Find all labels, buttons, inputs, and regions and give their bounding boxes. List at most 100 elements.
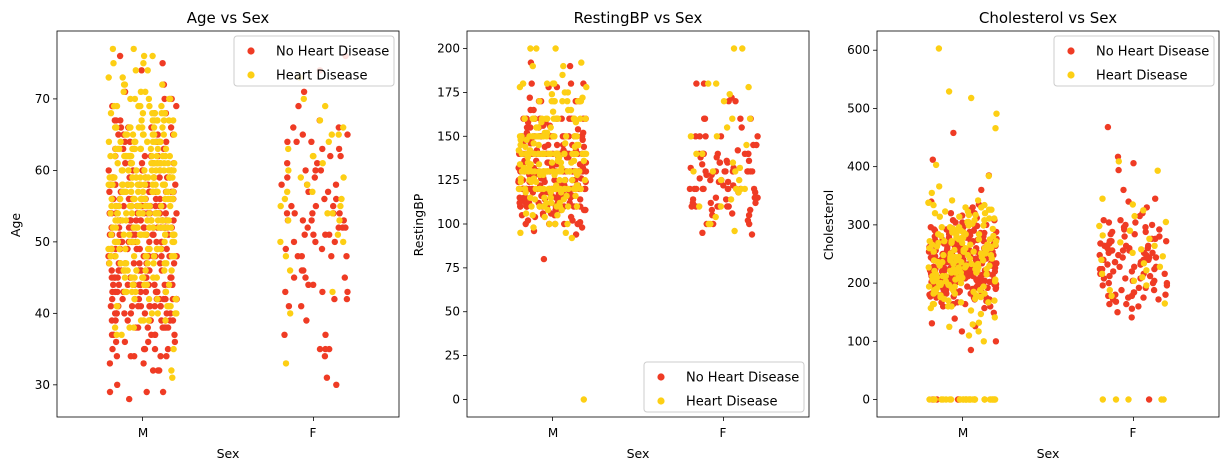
data-point bbox=[1159, 253, 1167, 260]
data-point bbox=[1138, 246, 1145, 253]
data-point bbox=[157, 303, 164, 310]
data-point bbox=[117, 138, 124, 145]
data-point bbox=[1143, 282, 1150, 289]
data-point bbox=[108, 267, 115, 274]
data-point bbox=[736, 164, 744, 172]
data-point bbox=[925, 283, 933, 290]
data-point bbox=[541, 194, 548, 201]
y-tick-label: 0 bbox=[862, 393, 870, 407]
data-point bbox=[967, 307, 975, 314]
data-point bbox=[311, 174, 318, 181]
data-point bbox=[111, 174, 118, 181]
data-point bbox=[955, 264, 962, 271]
data-point bbox=[977, 250, 985, 257]
data-point bbox=[328, 131, 335, 138]
data-point bbox=[162, 288, 170, 296]
data-point bbox=[310, 231, 317, 238]
data-point bbox=[549, 108, 557, 115]
data-point bbox=[942, 272, 949, 280]
data-point bbox=[929, 300, 937, 308]
y-tick-label: 0 bbox=[452, 392, 460, 406]
data-point bbox=[144, 324, 151, 331]
data-point bbox=[166, 152, 173, 160]
data-point bbox=[156, 260, 164, 267]
data-point bbox=[956, 396, 964, 403]
data-point bbox=[302, 167, 309, 174]
data-point bbox=[723, 157, 730, 164]
data-point bbox=[1142, 224, 1149, 231]
data-point bbox=[122, 131, 129, 138]
data-point bbox=[554, 115, 562, 122]
data-point bbox=[327, 152, 334, 160]
data-point bbox=[139, 110, 147, 117]
data-point bbox=[284, 174, 291, 181]
chart-title: Cholesterol vs Sex bbox=[979, 9, 1117, 27]
data-point bbox=[140, 224, 147, 231]
data-point bbox=[1104, 123, 1112, 131]
data-point bbox=[520, 194, 528, 201]
data-point bbox=[172, 181, 179, 188]
data-point bbox=[139, 124, 146, 131]
data-point bbox=[111, 274, 118, 281]
data-point bbox=[553, 182, 560, 189]
data-point bbox=[931, 396, 938, 403]
data-point bbox=[984, 241, 991, 248]
data-point bbox=[118, 331, 125, 338]
data-point bbox=[301, 231, 308, 238]
data-point bbox=[577, 196, 584, 203]
data-point bbox=[738, 185, 745, 193]
data-point bbox=[686, 185, 694, 193]
data-point bbox=[114, 160, 121, 167]
data-point bbox=[741, 150, 749, 157]
data-point bbox=[112, 288, 119, 296]
data-point bbox=[1099, 232, 1106, 239]
data-point bbox=[154, 188, 161, 195]
data-point bbox=[109, 45, 117, 53]
data-point bbox=[700, 185, 707, 193]
data-point bbox=[343, 295, 351, 303]
data-point bbox=[974, 197, 982, 204]
data-point bbox=[130, 324, 137, 331]
data-point bbox=[1114, 309, 1121, 316]
y-axis-label: Cholesterol bbox=[821, 190, 836, 261]
data-point bbox=[165, 281, 173, 288]
data-point bbox=[124, 317, 131, 324]
data-point bbox=[581, 150, 589, 157]
data-point bbox=[121, 188, 128, 195]
data-point bbox=[564, 203, 572, 210]
data-point bbox=[551, 176, 558, 184]
data-point bbox=[951, 246, 958, 254]
data-point bbox=[731, 227, 738, 235]
data-point bbox=[154, 145, 162, 153]
data-point bbox=[580, 129, 587, 136]
data-point bbox=[724, 185, 731, 193]
data-point bbox=[158, 253, 165, 260]
data-point bbox=[298, 303, 305, 310]
data-point bbox=[745, 157, 753, 164]
data-point bbox=[1098, 270, 1106, 277]
data-point bbox=[132, 288, 139, 296]
data-point bbox=[747, 206, 754, 214]
data-point bbox=[930, 201, 937, 209]
data-point bbox=[928, 320, 936, 327]
data-point bbox=[317, 167, 325, 174]
data-point bbox=[523, 124, 531, 131]
data-point bbox=[169, 317, 177, 324]
data-point bbox=[940, 251, 947, 259]
data-point bbox=[566, 115, 573, 122]
data-point bbox=[167, 224, 175, 231]
data-point bbox=[950, 265, 957, 273]
data-point bbox=[118, 167, 126, 174]
data-point bbox=[554, 212, 561, 219]
data-point bbox=[942, 278, 949, 285]
data-point bbox=[344, 131, 351, 138]
data-point bbox=[992, 276, 999, 283]
data-point bbox=[548, 199, 555, 207]
data-point bbox=[105, 138, 113, 145]
data-point bbox=[125, 152, 132, 160]
data-point bbox=[173, 102, 180, 110]
data-point bbox=[987, 251, 995, 259]
data-point bbox=[713, 133, 721, 140]
data-point bbox=[170, 167, 177, 174]
data-point bbox=[743, 141, 750, 149]
